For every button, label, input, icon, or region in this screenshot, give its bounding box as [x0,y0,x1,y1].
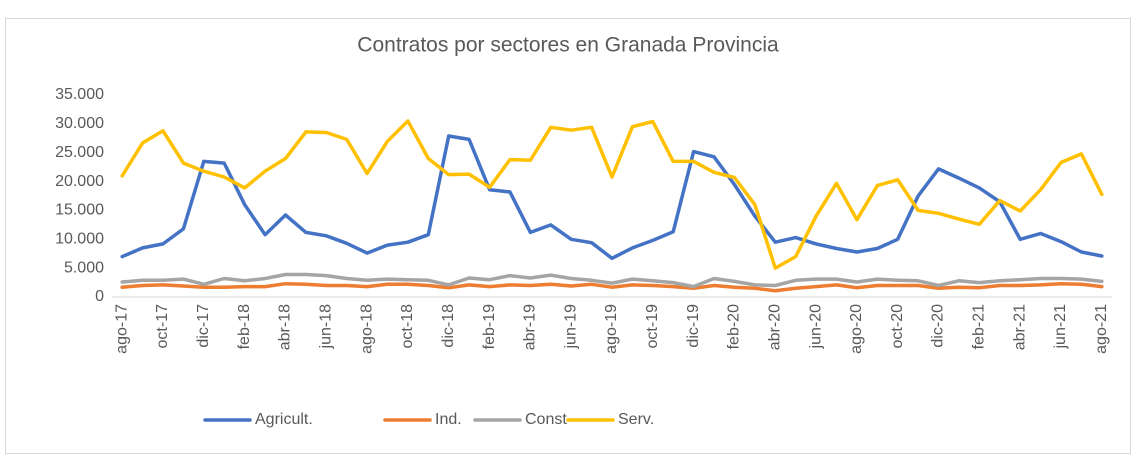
x-tick-label: jun-20 [807,304,824,350]
y-tick-label: 20.000 [55,173,104,190]
x-tick-label: abr-18 [277,304,294,350]
y-tick-label: 25.000 [55,144,104,161]
legend-label: Const [525,411,567,428]
y-tick-label: 5.000 [64,259,104,276]
x-tick-label: ago-19 [603,304,620,354]
x-tick-label: ago-18 [358,304,375,354]
x-tick-label: abr-19 [522,304,539,350]
legend-label: Agricult. [255,411,313,428]
y-tick-label: 15.000 [55,202,104,219]
y-tick-label: 35.000 [55,86,104,103]
x-tick-label: oct-19 [644,304,661,349]
x-tick-label: jun-19 [562,304,579,350]
x-tick-label: feb-21 [971,304,988,349]
y-tick-label: 10.000 [55,231,104,248]
x-tick-label: oct-17 [154,304,171,349]
x-tick-label: ago-20 [848,304,865,354]
x-tick-label: dic-17 [195,304,212,348]
x-tick-label: feb-20 [726,304,743,349]
x-tick-label: abr-21 [1011,304,1028,350]
x-tick-label: dic-19 [685,304,702,348]
x-tick-label: oct-20 [889,304,906,349]
y-tick-label: 30.000 [55,115,104,132]
x-tick-label: dic-20 [930,304,947,348]
x-tick-label: ago-17 [113,304,130,354]
x-tick-label: feb-19 [481,304,498,349]
series-line [120,119,1104,270]
y-tick-label: 0 [95,288,104,305]
x-tick-label: jun-21 [1052,304,1069,350]
x-tick-label: dic-18 [440,304,457,348]
series-line [120,134,1104,261]
x-tick-label: jun-18 [318,304,335,350]
chart-title: Contratos por sectores en Granada Provin… [357,34,779,57]
series-line [120,272,1104,289]
x-tick-label: ago-21 [1093,304,1110,354]
x-tick-label: oct-18 [399,304,416,349]
legend-label: Serv. [618,411,654,428]
x-tick-label: abr-20 [766,304,783,350]
x-tick-label: feb-18 [236,304,253,349]
legend-label: Ind. [435,411,462,428]
series-line [120,281,1104,293]
